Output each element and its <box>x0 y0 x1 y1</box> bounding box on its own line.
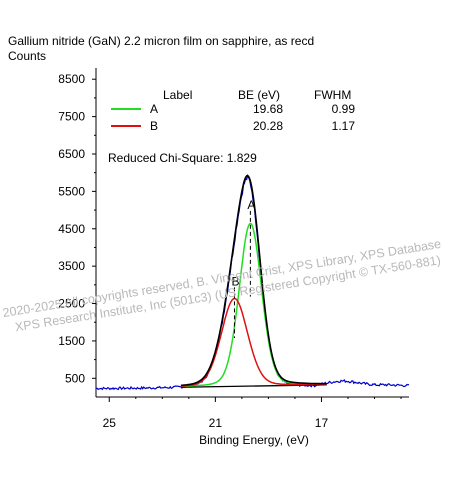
component-curve-a <box>180 222 327 388</box>
x-tick-label: 25 <box>103 416 117 430</box>
y-axis-label: Counts <box>8 49 46 63</box>
chi-square-annotation: Reduced Chi-Square: 1.829 <box>108 151 257 165</box>
legend-header-fwhm: FWHM <box>314 88 351 102</box>
y-tick-label: 500 <box>65 371 85 385</box>
legend-table: Label BE (eV) FWHM A 19.68 0.99 B 20.28 … <box>111 88 355 133</box>
x-tick-label: 17 <box>315 416 329 430</box>
peak-label-a: A <box>247 198 255 212</box>
legend-fwhm-a: 0.99 <box>332 102 356 116</box>
x-axis-label: Binding Energy, (eV) <box>199 433 309 447</box>
legend-header-be: BE (eV) <box>238 88 280 102</box>
y-tick-label: 3500 <box>58 259 85 273</box>
legend-be-b: 20.28 <box>253 119 283 133</box>
legend-be-a: 19.68 <box>253 102 283 116</box>
y-tick-label: 8500 <box>58 72 85 86</box>
watermark-line-1: 2020-2025 All copyrights reserved, B. Vi… <box>2 237 442 320</box>
peak-label-b: B <box>231 274 239 288</box>
legend-label-b: B <box>150 119 158 133</box>
y-ticks: 500 1500 2500 3500 4500 5500 6500 7500 8500 <box>58 72 96 385</box>
y-tick-label: 4500 <box>58 222 85 236</box>
component-curve-b <box>180 297 327 387</box>
legend-fwhm-b: 1.17 <box>332 119 356 133</box>
x-ticks: 25 21 17 <box>103 397 402 430</box>
chart-title: Gallium nitride (GaN) 2.2 micron film on… <box>8 34 314 48</box>
y-tick-label: 5500 <box>58 184 85 198</box>
plot-area: AB <box>95 173 410 391</box>
y-tick-label: 6500 <box>58 147 85 161</box>
y-tick-label: 2500 <box>58 297 85 311</box>
y-tick-label: 1500 <box>58 334 85 348</box>
x-tick-label: 21 <box>209 416 223 430</box>
legend-header-label: Label <box>163 88 192 102</box>
fit-envelope <box>180 174 327 387</box>
axes <box>95 68 409 398</box>
y-tick-label: 7500 <box>58 110 85 124</box>
legend-label-a: A <box>150 102 158 116</box>
